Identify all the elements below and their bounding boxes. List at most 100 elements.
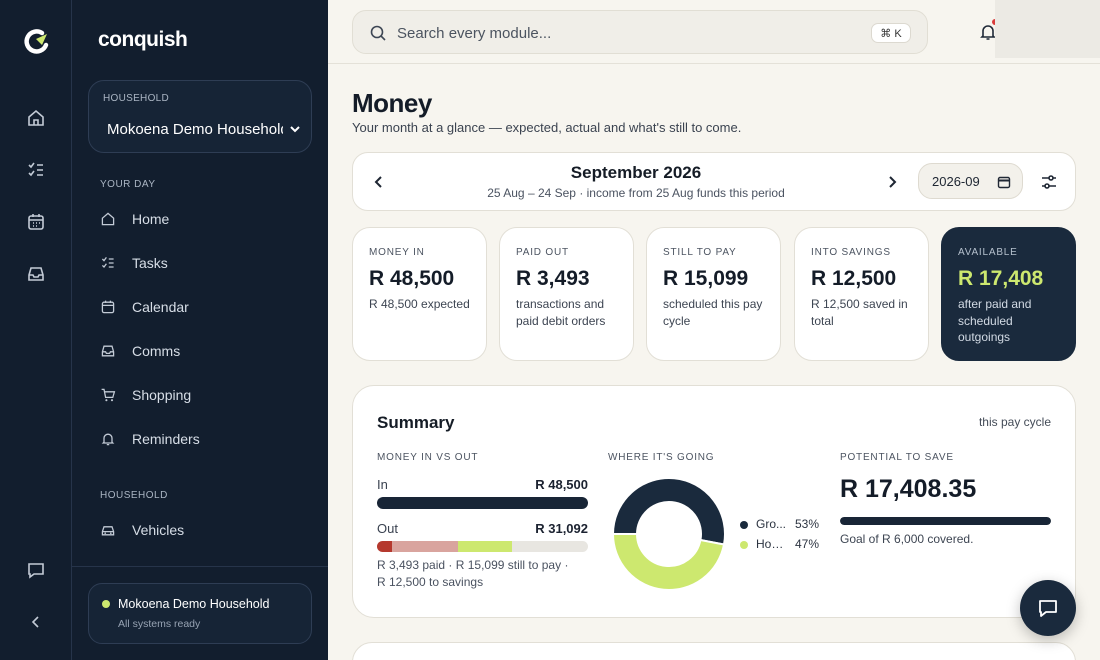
sidebar-divider (72, 566, 328, 567)
stat-money-in[interactable]: MONEY IN R 48,500 R 48,500 expected (352, 227, 487, 361)
status-text: All systems ready (118, 618, 201, 630)
sidebar-item-home[interactable]: Home (88, 201, 312, 237)
bell-icon (100, 430, 118, 448)
chat-icon (1039, 600, 1057, 617)
stat-caption: MONEY IN (369, 247, 425, 258)
summary-card: Summary this pay cycle MONEY IN VS OUT I… (352, 385, 1076, 618)
stat-value: R 15,099 (663, 267, 749, 290)
potential-value: R 17,408.35 (840, 475, 977, 503)
sidebar-item-label: Calendar (132, 299, 189, 315)
notifications-icon[interactable] (978, 22, 998, 42)
sidebar-item-calendar[interactable]: Calendar (88, 289, 312, 325)
savings-progress-fill (840, 517, 1051, 525)
sidebar-item-label: Tasks (132, 255, 168, 271)
car-icon (100, 521, 118, 539)
savings-progress-bar (840, 517, 1051, 525)
stat-available[interactable]: AVAILABLE R 17,408 after paid and schedu… (941, 227, 1076, 361)
chat-icon[interactable] (24, 558, 48, 582)
legend-dot (740, 521, 748, 529)
out-segment-savings (457, 541, 513, 552)
inbox-icon (100, 342, 118, 360)
brand-logo[interactable]: conquish (98, 28, 188, 51)
app-logo-icon[interactable] (20, 26, 52, 58)
period-navigator: September 2026 25 Aug – 24 Sep · income … (352, 152, 1076, 211)
stat-value: R 48,500 (369, 267, 455, 290)
out-segment-still-to-pay (392, 541, 458, 552)
stat-caption: INTO SAVINGS (811, 247, 891, 258)
sidebar-item-vehicles[interactable]: Vehicles (88, 512, 312, 548)
stat-value: R 3,493 (516, 267, 590, 290)
donut-slice-household[interactable] (611, 533, 726, 591)
home-icon[interactable] (24, 106, 48, 130)
household-name: Mokoena Demo Household (107, 121, 283, 138)
status-household-name: Mokoena Demo Household (118, 597, 270, 611)
stat-still-to-pay[interactable]: STILL TO PAY R 15,099 scheduled this pay… (646, 227, 781, 361)
stat-caption: STILL TO PAY (663, 247, 737, 258)
out-segment-paid (377, 541, 393, 552)
collapse-icon[interactable] (24, 610, 48, 634)
chevron-right-icon[interactable] (881, 171, 903, 193)
stat-caption: PAID OUT (516, 247, 569, 258)
stat-into-savings[interactable]: INTO SAVINGS R 12,500 R 12,500 saved in … (794, 227, 929, 361)
spending-donut-chart (611, 477, 726, 591)
sidebar-item-reminders[interactable]: Reminders (88, 421, 312, 457)
section-household: HOUSEHOLD (100, 490, 168, 501)
stat-note: R 48,500 expected (369, 297, 470, 311)
legend-label: Hou... (756, 537, 786, 551)
stat-value: R 17,408 (958, 267, 1044, 290)
out-value: R 31,092 (535, 521, 588, 536)
in-value: R 48,500 (535, 477, 588, 492)
sidebar-item-shopping[interactable]: Shopping (88, 377, 312, 413)
stat-note: after paid and scheduled outgoings (958, 297, 1032, 344)
shortcut-badge: ⌘ K (871, 23, 911, 43)
money-in-bar (377, 497, 588, 509)
section-your-day: YOUR DAY (100, 179, 156, 190)
household-status-card[interactable]: Mokoena Demo Household All systems ready (88, 583, 312, 644)
sidebar-item-label: Comms (132, 343, 181, 359)
sidebar-item-tasks[interactable]: Tasks (88, 245, 312, 281)
top-bar: ⌘ K (328, 0, 1100, 64)
filter-icon[interactable] (1038, 171, 1060, 193)
inbox-icon[interactable] (24, 262, 48, 286)
stat-value: R 12,500 (811, 267, 897, 290)
sidebar-item-label: Vehicles (132, 522, 185, 538)
in-vs-out-caption: MONEY IN VS OUT (377, 452, 479, 463)
summary-title: Summary (377, 413, 455, 432)
stat-paid-out[interactable]: PAID OUT R 3,493 transactions and paid d… (499, 227, 634, 361)
where-going-caption: WHERE IT'S GOING (608, 452, 715, 463)
chevron-left-icon[interactable] (368, 171, 390, 193)
out-breakdown-note: R 3,493 paid · R 15,099 still to pay · R… (377, 558, 569, 589)
calendar-icon (100, 298, 118, 316)
household-caption: HOUSEHOLD (103, 93, 170, 104)
icon-rail (0, 0, 72, 660)
search-box[interactable]: ⌘ K (352, 10, 928, 54)
chat-button[interactable] (1020, 580, 1076, 636)
summary-period-label: this pay cycle (978, 415, 1051, 429)
donut-slice-groceries[interactable] (611, 477, 726, 546)
potential-note: Goal of R 6,000 covered. (840, 532, 974, 546)
tasks-icon[interactable] (24, 158, 48, 182)
search-input[interactable] (397, 22, 817, 44)
stat-note: transactions and paid debit orders (516, 297, 606, 328)
legend-dot (740, 541, 748, 549)
home-icon (100, 210, 118, 228)
profile-area[interactable] (995, 0, 1100, 58)
money-out-bar (377, 541, 588, 552)
stat-note: scheduled this pay cycle (663, 297, 763, 328)
month-value: 2026-09 (932, 174, 980, 189)
sidebar-item-comms[interactable]: Comms (88, 333, 312, 369)
month-picker[interactable]: 2026-09 (918, 163, 1023, 199)
calendar-icon (997, 175, 1011, 189)
household-selector[interactable]: HOUSEHOLD Mokoena Demo Household (88, 80, 312, 153)
calendar-icon[interactable] (24, 210, 48, 234)
in-label: In (377, 477, 388, 492)
legend-label: Gro... (756, 517, 786, 531)
sidebar-item-label: Reminders (132, 431, 200, 447)
stat-caption: AVAILABLE (958, 247, 1018, 258)
status-dot (102, 600, 110, 608)
sidebar-item-label: Shopping (132, 387, 192, 403)
sidebar-item-label: Home (132, 211, 170, 227)
cart-icon (100, 386, 118, 404)
next-card (352, 642, 1076, 660)
period-subtitle: 25 Aug – 24 Sep · income from 25 Aug fun… (487, 186, 785, 200)
